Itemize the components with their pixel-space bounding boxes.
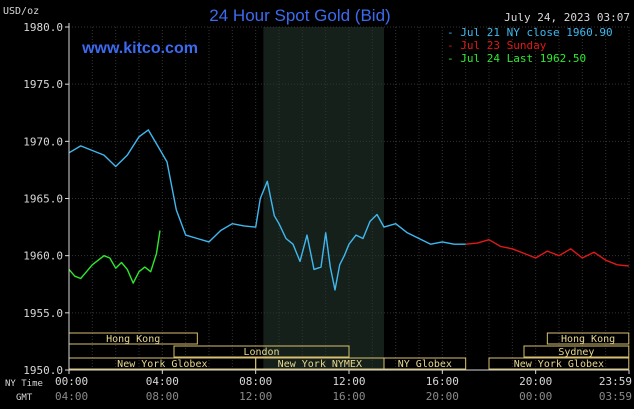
y-tick-label: 1960.0 [23, 250, 63, 263]
ny-tick-label: 16:00 [426, 375, 459, 388]
session-box [173, 345, 350, 358]
series-line [465, 238, 629, 267]
chart-title: 24 Hour Spot Gold (Bid) [209, 6, 390, 25]
legend: - Jul 21 NY close 1960.90- Jul 23 Sunday… [447, 26, 613, 65]
y-axis-ticks: 1950.0 1955.0 1960.0 1965.0 1970.0 1975.0 1980… [23, 21, 69, 377]
gmt-tick-label: 04:00 [55, 390, 88, 403]
session-box [383, 357, 467, 370]
session-label: New York NYMEX [278, 359, 362, 370]
y-axis-label: USD/oz [3, 6, 39, 17]
x-axis-ticks: 00:00 04:00 04:00 08:00 08:00 12:00 12:00 16:00… [55, 370, 632, 403]
session-label: Sydney [558, 347, 594, 358]
y-tick-label: 1980.0 [23, 21, 63, 34]
y-tick-label: 1970.0 [23, 135, 63, 148]
session-band: Sydney [523, 345, 630, 358]
session-box [488, 357, 630, 370]
legend-entry: - Jul 24 Last 1962.50 [447, 52, 586, 65]
legend-entry: - Jul 21 NY close 1960.90 [447, 26, 613, 39]
session-band: London [173, 345, 350, 358]
nymex-session-shading [263, 27, 384, 370]
kitco-watermark: www.kitco.com [81, 40, 198, 57]
ny-tick-label: 08:00 [239, 375, 272, 388]
gmt-label: GMT [16, 393, 33, 403]
session-band: NY Globex [383, 357, 467, 370]
grid-lines [68, 26, 630, 371]
y-tick-label: 1965.0 [23, 193, 63, 206]
session-band: Hong Kong [546, 332, 630, 345]
session-band: New York Globex [488, 357, 630, 370]
session-label: London [243, 347, 279, 358]
gmt-tick-label: 08:00 [146, 390, 179, 403]
y-tick-label: 1975.0 [23, 78, 63, 91]
ny-tick-label: 20:00 [519, 375, 552, 388]
ny-tick-label: 00:00 [55, 375, 88, 388]
session-label: NY Globex [398, 359, 452, 370]
series-line [68, 129, 466, 291]
y-tick-label: 1950.0 [23, 364, 63, 377]
price-series [68, 129, 629, 291]
chart-timestamp: July 24, 2023 03:07 [504, 11, 630, 24]
session-box [523, 345, 630, 358]
ny-time-label: NY Time [5, 379, 43, 389]
session-label: Hong Kong [106, 334, 160, 345]
session-label: New York Globex [117, 359, 207, 370]
gmt-tick-label: 12:00 [239, 390, 272, 403]
session-label: Hong Kong [561, 334, 615, 345]
gmt-tick-label: 16:00 [332, 390, 365, 403]
series-line [68, 230, 161, 284]
ny-tick-label: 12:00 [332, 375, 365, 388]
session-label: New York Globex [514, 359, 604, 370]
gmt-tick-label: 00:00 [519, 390, 552, 403]
gmt-tick-label: 20:00 [426, 390, 459, 403]
legend-entry: - Jul 23 Sunday [447, 39, 547, 52]
y-tick-label: 1955.0 [23, 307, 63, 320]
session-box [546, 332, 630, 345]
ny-tick-label: 04:00 [146, 375, 179, 388]
gmt-tick-label: 03:59 [599, 390, 632, 403]
ny-tick-label: 23:59 [599, 375, 632, 388]
